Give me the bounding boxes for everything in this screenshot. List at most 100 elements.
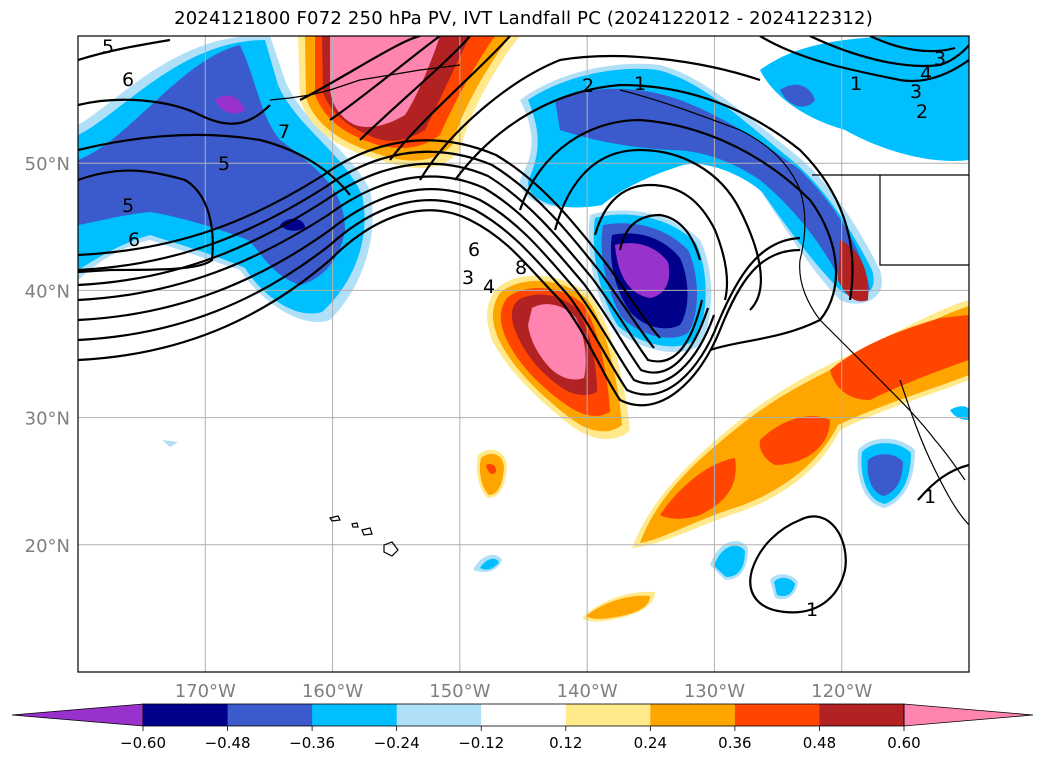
longitude-label: 160°W	[302, 681, 363, 702]
map-title: 2024121800 F072 250 hPa PV, IVT Landfall…	[174, 8, 873, 29]
north-america-coastline	[619, 89, 966, 481]
pv-contour-line	[419, 54, 761, 181]
pv-negative-region-west	[78, 45, 345, 285]
coastlines	[269, 64, 969, 557]
map-frame	[77, 35, 970, 673]
map-gridlines	[78, 36, 969, 672]
pv-positive-band-southeast	[660, 458, 736, 519]
contour-label: 1	[850, 73, 862, 95]
pv-contour-line	[78, 162, 704, 363]
colorbar-swatch	[481, 704, 567, 726]
pv-contour-line	[359, 36, 471, 141]
colorbar-swatch	[312, 704, 398, 726]
contour-label: 1	[634, 73, 646, 95]
us-state-border	[879, 175, 969, 266]
pv-contour-line	[618, 213, 702, 261]
pv-negative-region-north	[760, 36, 969, 161]
pv-contour-line	[78, 169, 214, 274]
latitude-label: 40°N	[25, 281, 70, 302]
pv-contour-line	[78, 175, 710, 374]
baja-coastline	[899, 379, 969, 526]
colorbar-tick-label: 0.36	[718, 734, 751, 752]
pv-contour-line	[78, 139, 661, 339]
contour-label: 2	[582, 75, 594, 97]
pv-contour-line	[78, 98, 271, 125]
contour-label: 7	[278, 121, 290, 143]
pv-contour-line	[749, 515, 847, 614]
contour-labels: 5 6 7 5 5 6 6 3 4 8 2 1 1 4 3 2 3 1 1	[102, 36, 946, 621]
colorbar-swatch	[565, 704, 651, 726]
pv-contour-line	[809, 36, 969, 68]
pv-contour-line	[78, 209, 801, 407]
contour-label: 3	[910, 81, 922, 103]
pv-contour-line	[518, 118, 838, 352]
colorbar-swatch	[396, 704, 482, 726]
pv-contour-line	[78, 150, 655, 349]
colorbar-tick-label: 0.12	[549, 734, 582, 752]
pv-positive-region-north	[330, 36, 440, 127]
colorbar-tick-label: −0.24	[374, 734, 420, 752]
pv-contour-line	[299, 36, 421, 101]
pv-negative-blob-east	[950, 406, 969, 420]
pv-contour-line	[917, 463, 969, 501]
contour-label: 1	[806, 599, 818, 621]
colorbar-swatch	[819, 704, 905, 726]
contour-label: 5	[122, 195, 134, 217]
pv-positive-blob	[479, 453, 504, 495]
pv-contour-line	[759, 36, 969, 83]
colorbar-swatch	[143, 704, 229, 726]
pv-contour-line	[389, 36, 511, 161]
pv-contour-line	[454, 83, 854, 301]
pv-positive-region-centre	[528, 304, 586, 380]
pv-negative-blob-south	[480, 558, 499, 570]
hawaii-island	[383, 541, 399, 557]
pv-positive-blob	[486, 463, 497, 474]
pv-contour-line	[869, 36, 956, 53]
colorbar-tick-label: 0.24	[634, 734, 667, 752]
longitude-label: 130°W	[684, 681, 745, 702]
colorbar-tick-label: 0.48	[803, 734, 836, 752]
pv-contour-line	[593, 183, 729, 301]
contour-label: 4	[920, 63, 932, 85]
pv-negative-region-north	[555, 88, 870, 294]
pv-negative-blob-south	[714, 545, 745, 577]
latitude-labels: 20°N 30°N 40°N 50°N	[25, 154, 70, 557]
contour-label: 6	[468, 239, 480, 261]
longitude-label: 170°W	[175, 681, 236, 702]
pv-negative-region-centre	[615, 243, 670, 298]
contour-label: 8	[515, 257, 527, 279]
latitude-label: 20°N	[25, 536, 70, 557]
colorbar-swatch	[227, 704, 313, 726]
pv-positive-band-southeast	[830, 315, 969, 400]
contour-label: 2	[916, 101, 928, 123]
hawaii-island	[361, 527, 373, 536]
pv-contour-line	[553, 148, 762, 311]
longitude-label: 140°W	[557, 681, 618, 702]
hawaii-island	[351, 522, 359, 528]
latitude-label: 30°N	[25, 409, 70, 430]
colorbar-tick-label: −0.12	[458, 734, 504, 752]
pv-negative-blob-southeast	[867, 454, 903, 496]
pv-negative-blob-south	[774, 577, 795, 597]
pv-positive-blob-south	[586, 595, 650, 619]
colorbar-extend-low	[11, 703, 144, 727]
colorbar-swatch	[650, 704, 736, 726]
pv-negative-blob-west	[162, 440, 178, 447]
pv-contour-line	[78, 188, 716, 385]
pv-contours	[78, 36, 969, 614]
contour-label: 4	[483, 276, 495, 298]
pv-contour-line	[78, 38, 171, 62]
pv-positive-band-southeast	[759, 416, 830, 465]
contour-label: 5	[102, 36, 114, 58]
colorbar-tick-label: −0.60	[120, 734, 166, 752]
longitude-label: 150°W	[429, 681, 490, 702]
colorbar-tick-label: −0.48	[205, 734, 251, 752]
colorbar-extend-high	[903, 703, 1034, 727]
pv-contour-line	[78, 133, 351, 196]
contour-label: 5	[218, 153, 230, 175]
pv-negative-region-north	[780, 84, 815, 107]
colorbar-swatch	[734, 704, 820, 726]
hawaii-island	[329, 515, 341, 522]
colorbar-tick-label: −0.36	[289, 734, 335, 752]
